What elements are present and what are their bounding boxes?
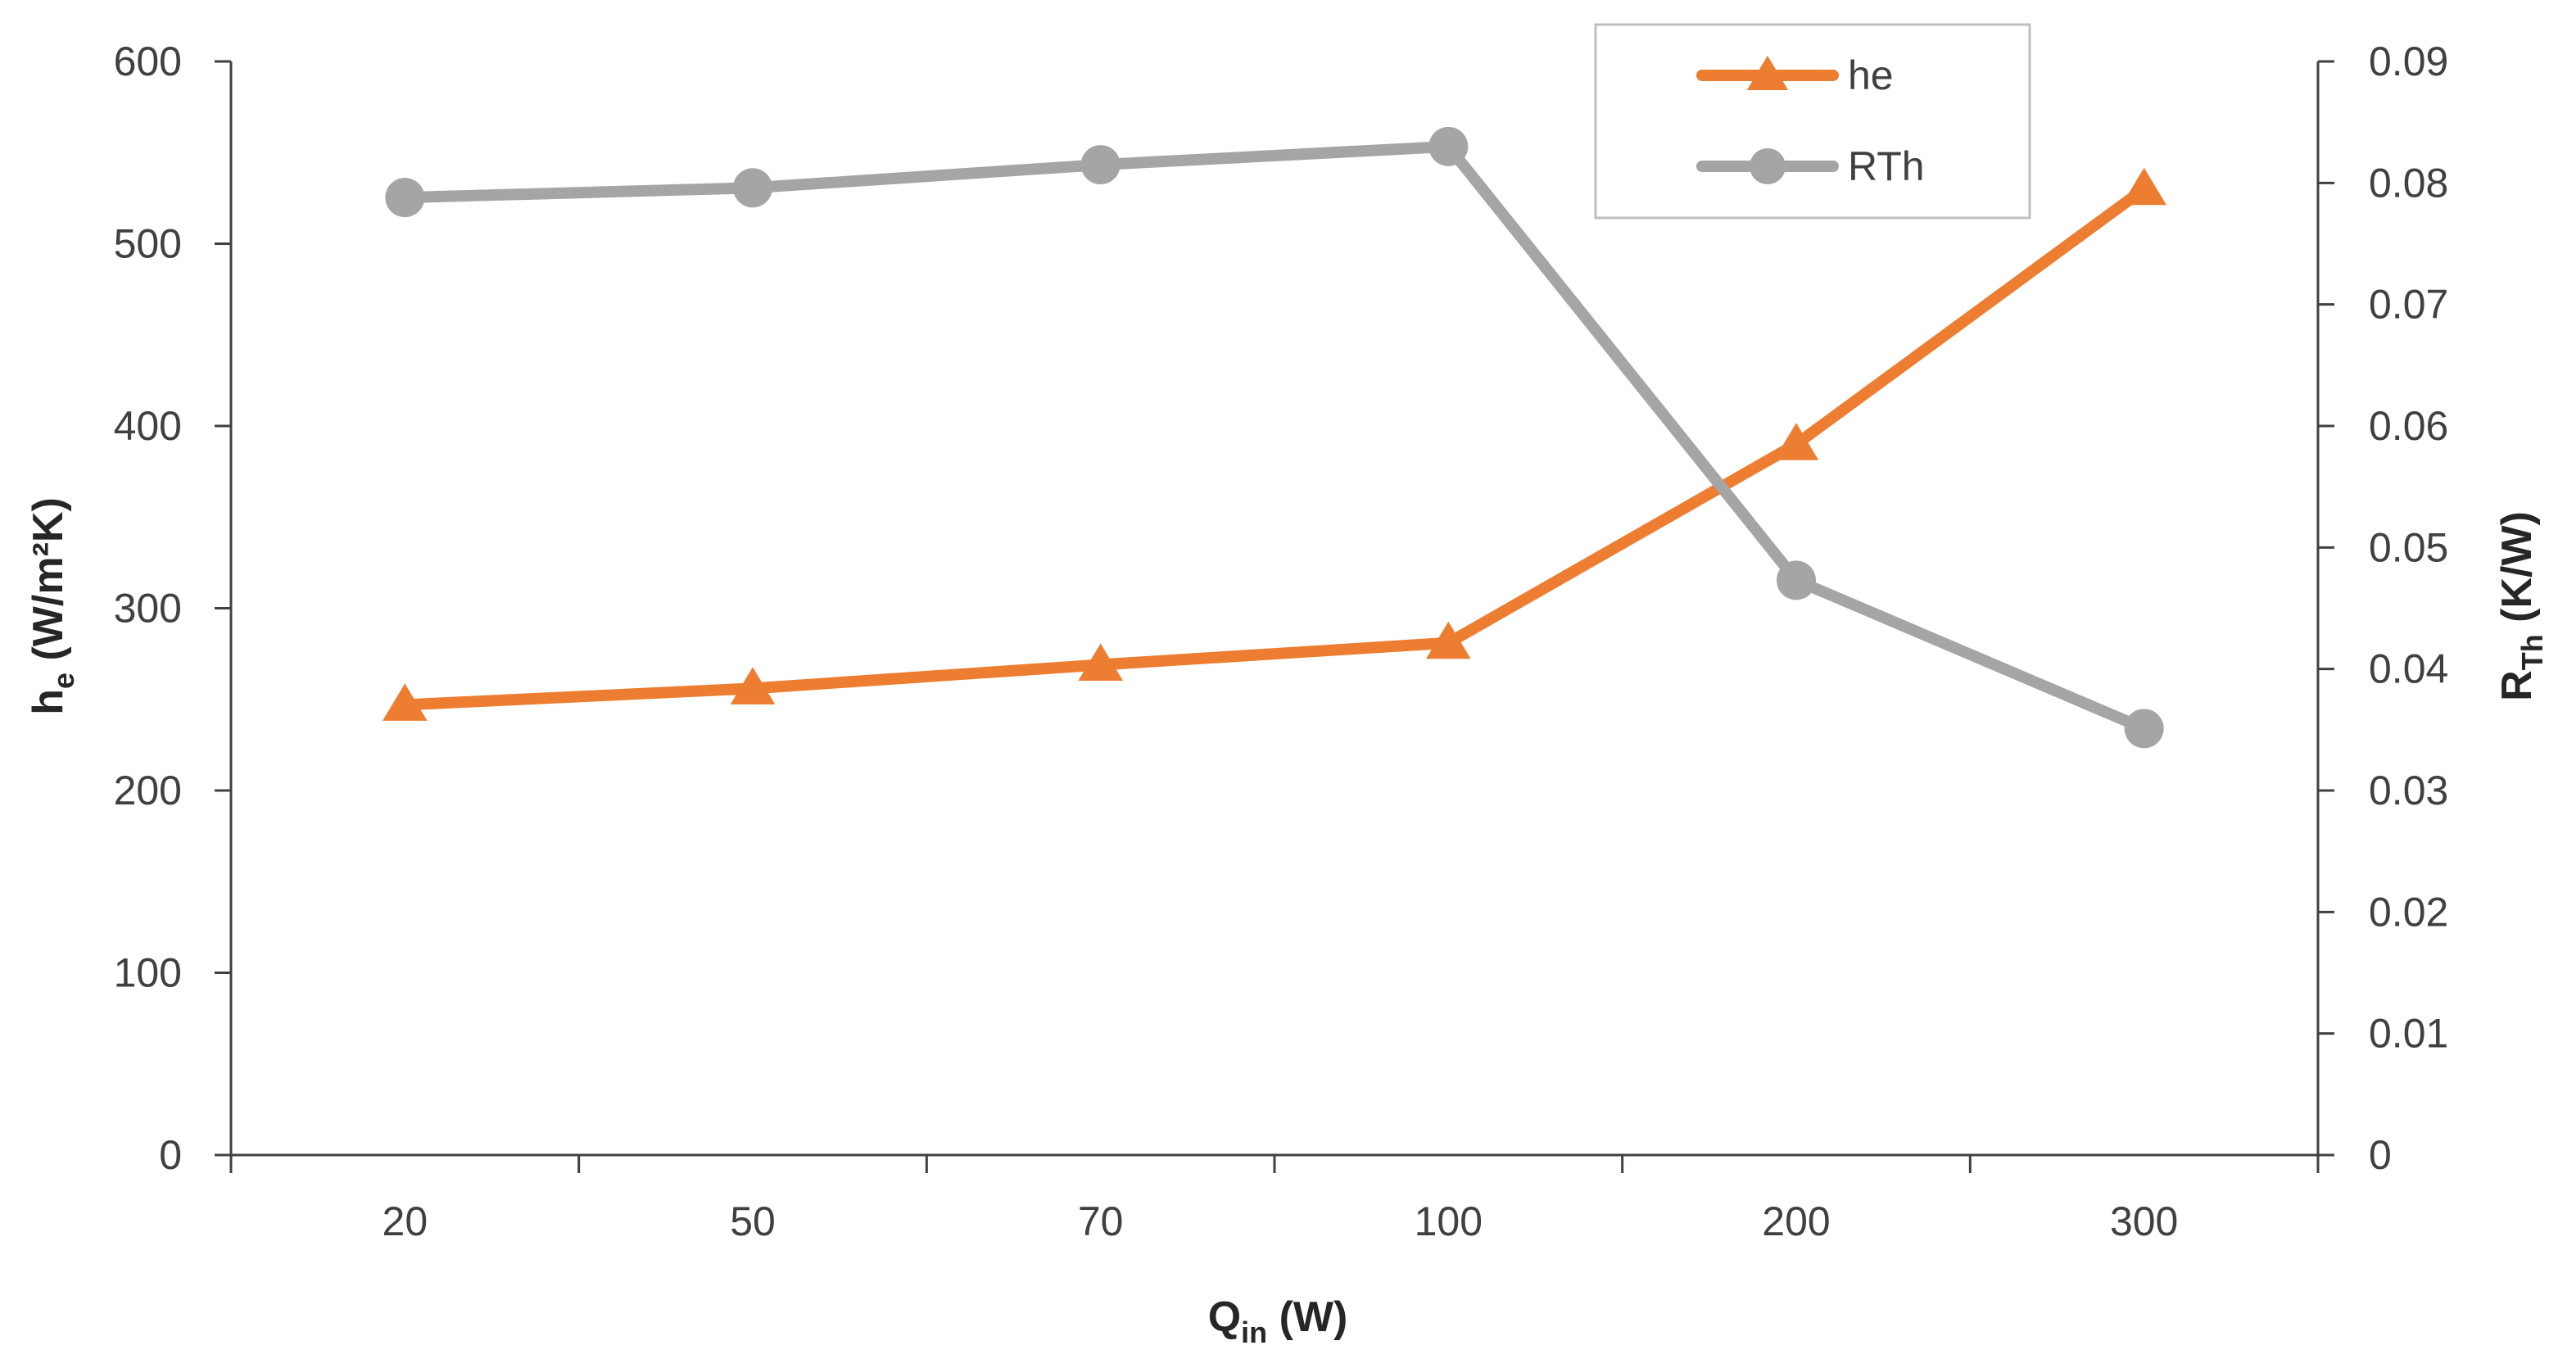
left-tick-label: 400 [114, 403, 182, 449]
legend-marker [1750, 148, 1786, 184]
data-point-he [1426, 621, 1471, 659]
left-axis-ticks: 0 100 200 300 400 500 600 [114, 39, 231, 1178]
x-axis-ticks: 20 50 70 100 200 300 [229, 1155, 2320, 1244]
x-tick-label: 20 [383, 1198, 428, 1244]
left-tick-label: 100 [114, 950, 182, 996]
right-axis-title: RTh (K/W) [2493, 511, 2549, 701]
left-tick-label: 300 [114, 586, 182, 632]
left-tick-label: 600 [114, 39, 182, 84]
left-tick-label: 200 [114, 768, 182, 813]
right-tick-label: 0.06 [2369, 403, 2448, 449]
left-tick-label: 500 [114, 221, 182, 267]
series-line-he [399, 183, 2150, 711]
x-tick-label: 100 [1415, 1198, 1483, 1244]
left-tick-label: 0 [159, 1132, 182, 1178]
data-point-rth [1777, 560, 1816, 600]
x-tick-label: 300 [2110, 1198, 2178, 1244]
series-group [383, 126, 2166, 749]
legend: he RTh [1594, 23, 2031, 220]
legend-box [1594, 23, 2031, 220]
right-tick-label: 0.03 [2369, 768, 2448, 813]
data-point-he [1078, 643, 1123, 681]
axes [229, 61, 2320, 1157]
right-tick-label: 0 [2369, 1132, 2392, 1178]
x-tick-label: 70 [1078, 1198, 1124, 1244]
right-tick-label: 0.01 [2369, 1011, 2448, 1057]
legend-entry-rth: RTh [1696, 143, 1925, 189]
legend-label: he [1848, 52, 1894, 98]
data-point-rth [1080, 145, 1120, 185]
legend-label: RTh [1848, 143, 1925, 189]
data-point-he [383, 683, 428, 721]
right-tick-label: 0.05 [2369, 524, 2448, 570]
data-point-he [2121, 167, 2166, 206]
x-tick-label: 50 [730, 1198, 776, 1244]
right-axis-ticks: 0 0.01 0.02 0.03 0.04 0.05 0.06 0.07 0.08 0.09 [2318, 39, 2448, 1178]
right-tick-label: 0.09 [2369, 39, 2448, 84]
legend-marker [1746, 56, 1789, 90]
legend-entry-he: he [1696, 52, 1894, 98]
data-point-rth [1428, 126, 1469, 166]
right-tick-label: 0.04 [2369, 646, 2448, 692]
series-rth [385, 126, 2164, 749]
right-tick-label: 0.07 [2369, 282, 2448, 328]
data-point-rth [2124, 709, 2164, 749]
data-point-he [730, 667, 776, 704]
right-tick-label: 0.02 [2369, 889, 2448, 935]
left-axis-title: he (W/m²K) [25, 497, 80, 715]
series-line-rth [399, 140, 2150, 735]
series-he [383, 167, 2166, 721]
x-axis-title: Qin (W) [1208, 1293, 1348, 1349]
right-tick-label: 0.08 [2369, 160, 2448, 206]
data-point-rth [733, 168, 772, 208]
x-tick-label: 200 [1762, 1198, 1830, 1244]
data-point-he [1773, 423, 1819, 460]
data-point-rth [385, 178, 425, 218]
